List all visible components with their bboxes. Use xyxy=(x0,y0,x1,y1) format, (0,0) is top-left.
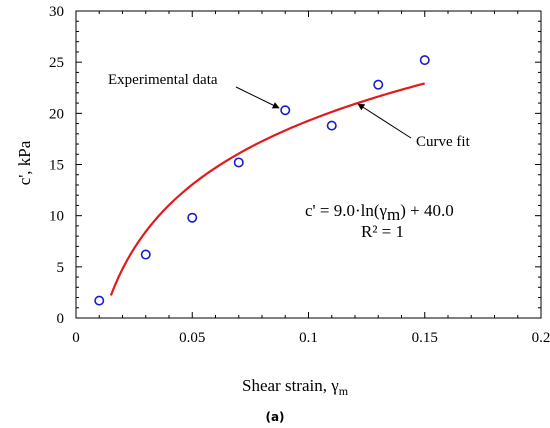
x-tick-labels: 0 0.05 0.1 0.15 0.2 xyxy=(72,330,550,346)
experimental-data-arrow xyxy=(235,86,280,109)
curve-fit-label: Curve fit xyxy=(416,134,471,150)
x-axis-title: Shear strain, γm xyxy=(242,376,349,398)
r-squared-label: R² = 1 xyxy=(361,222,404,241)
data-point xyxy=(419,55,430,66)
fit-equation-subscript: m xyxy=(387,205,400,224)
y-tick-label: 0 xyxy=(57,311,65,327)
curve-fit-arrow xyxy=(357,103,412,139)
data-point xyxy=(233,157,244,168)
data-point xyxy=(280,105,291,116)
fit-equation-rhs: ) + 40.0 xyxy=(400,201,454,220)
fit-equation: c' = 9.0·ln(γm) + 40.0 xyxy=(305,201,454,224)
data-point xyxy=(140,249,151,260)
y-tick-label: 25 xyxy=(49,55,64,71)
x-axis-title-subscript: m xyxy=(339,384,349,398)
y-tick-label: 5 xyxy=(57,260,65,276)
tick-marks xyxy=(75,10,542,319)
experimental-data-label: Experimental data xyxy=(108,72,218,88)
y-tick-label: 15 xyxy=(49,158,64,174)
y-tick-label: 10 xyxy=(49,209,64,225)
plot-frame xyxy=(75,10,542,319)
data-point xyxy=(94,295,105,306)
x-tick-label: 0.1 xyxy=(299,330,318,346)
figure-caption: (a) xyxy=(265,410,284,424)
data-point xyxy=(373,79,384,90)
fit-equation-lhs: c' = 9.0·ln(γ xyxy=(305,201,387,220)
fit-curve-line xyxy=(109,82,426,296)
x-tick-label: 0 xyxy=(72,330,80,346)
data-point xyxy=(326,120,337,131)
experimental-data-points xyxy=(94,55,430,306)
x-tick-label: 0.2 xyxy=(532,330,550,346)
y-tick-labels: 0 5 10 15 20 25 30 xyxy=(49,4,64,327)
x-tick-label: 0.05 xyxy=(179,330,205,346)
y-tick-label: 20 xyxy=(49,106,64,122)
data-point xyxy=(187,212,198,223)
y-tick-label: 30 xyxy=(49,4,64,20)
plot-axes xyxy=(75,10,542,319)
y-axis-title: c', kPa xyxy=(15,140,34,185)
x-axis-title-text: Shear strain, γ xyxy=(242,376,339,395)
x-tick-label: 0.15 xyxy=(412,330,438,346)
